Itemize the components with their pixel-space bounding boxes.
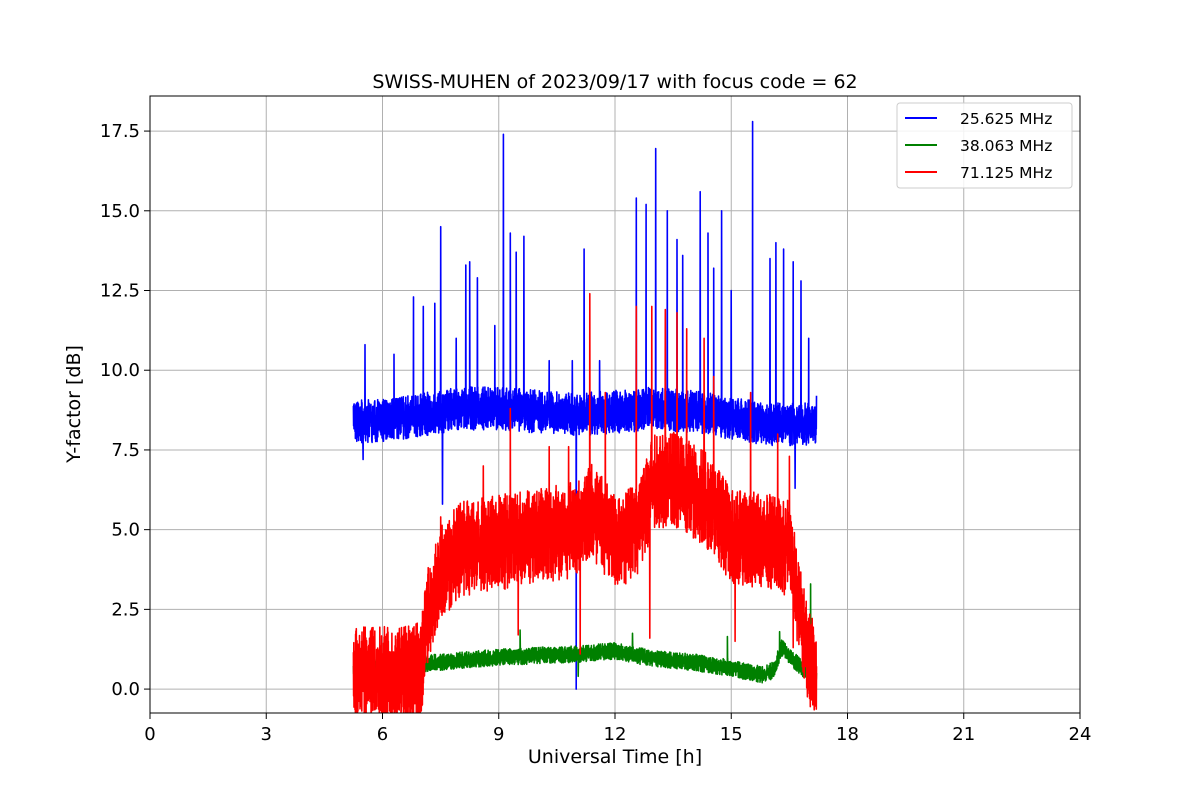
series-layer [352,120,818,713]
x-tick-label: 0 [144,724,155,745]
x-axis-label: Universal Time [h] [528,746,702,768]
x-tick-label: 24 [1069,724,1092,745]
x-tick-label: 6 [377,724,388,745]
x-tick-label: 12 [604,724,627,745]
x-tick-label: 9 [493,724,504,745]
y-tick-label: 5.0 [111,520,140,541]
legend-label: 38.063 MHz [960,137,1052,155]
y-tick-label: 2.5 [111,599,140,620]
x-tick-label: 15 [720,724,743,745]
legend-label: 71.125 MHz [960,164,1052,182]
y-tick-label: 17.5 [100,121,140,142]
x-tick-label: 18 [836,724,859,745]
tick-layer: 0 3 6 9 12 15 18 21 24 0.0 2.5 5.0 7.5 10.0 12.5 15.0 17… [100,121,1092,745]
series-line [352,292,818,713]
x-tick-label: 21 [952,724,975,745]
y-tick-label: 15.0 [100,201,140,222]
y-tick-label: 12.5 [100,281,140,302]
legend-label: 25.625 MHz [960,110,1052,128]
legend-box [896,102,1073,189]
series-line [352,120,818,690]
legend: 25.625 MHz 38.063 MHz 71.125 MHz [896,102,1073,189]
y-tick-label: 0.0 [111,679,140,700]
x-tick-label: 3 [261,724,272,745]
y-axis-label: Y-factor [dB] [63,345,85,464]
y-tick-label: 10.0 [100,360,140,381]
series-line [352,583,818,689]
y-tick-label: 7.5 [111,440,140,461]
chart-title: SWISS-MUHEN of 2023/09/17 with focus cod… [372,71,857,93]
